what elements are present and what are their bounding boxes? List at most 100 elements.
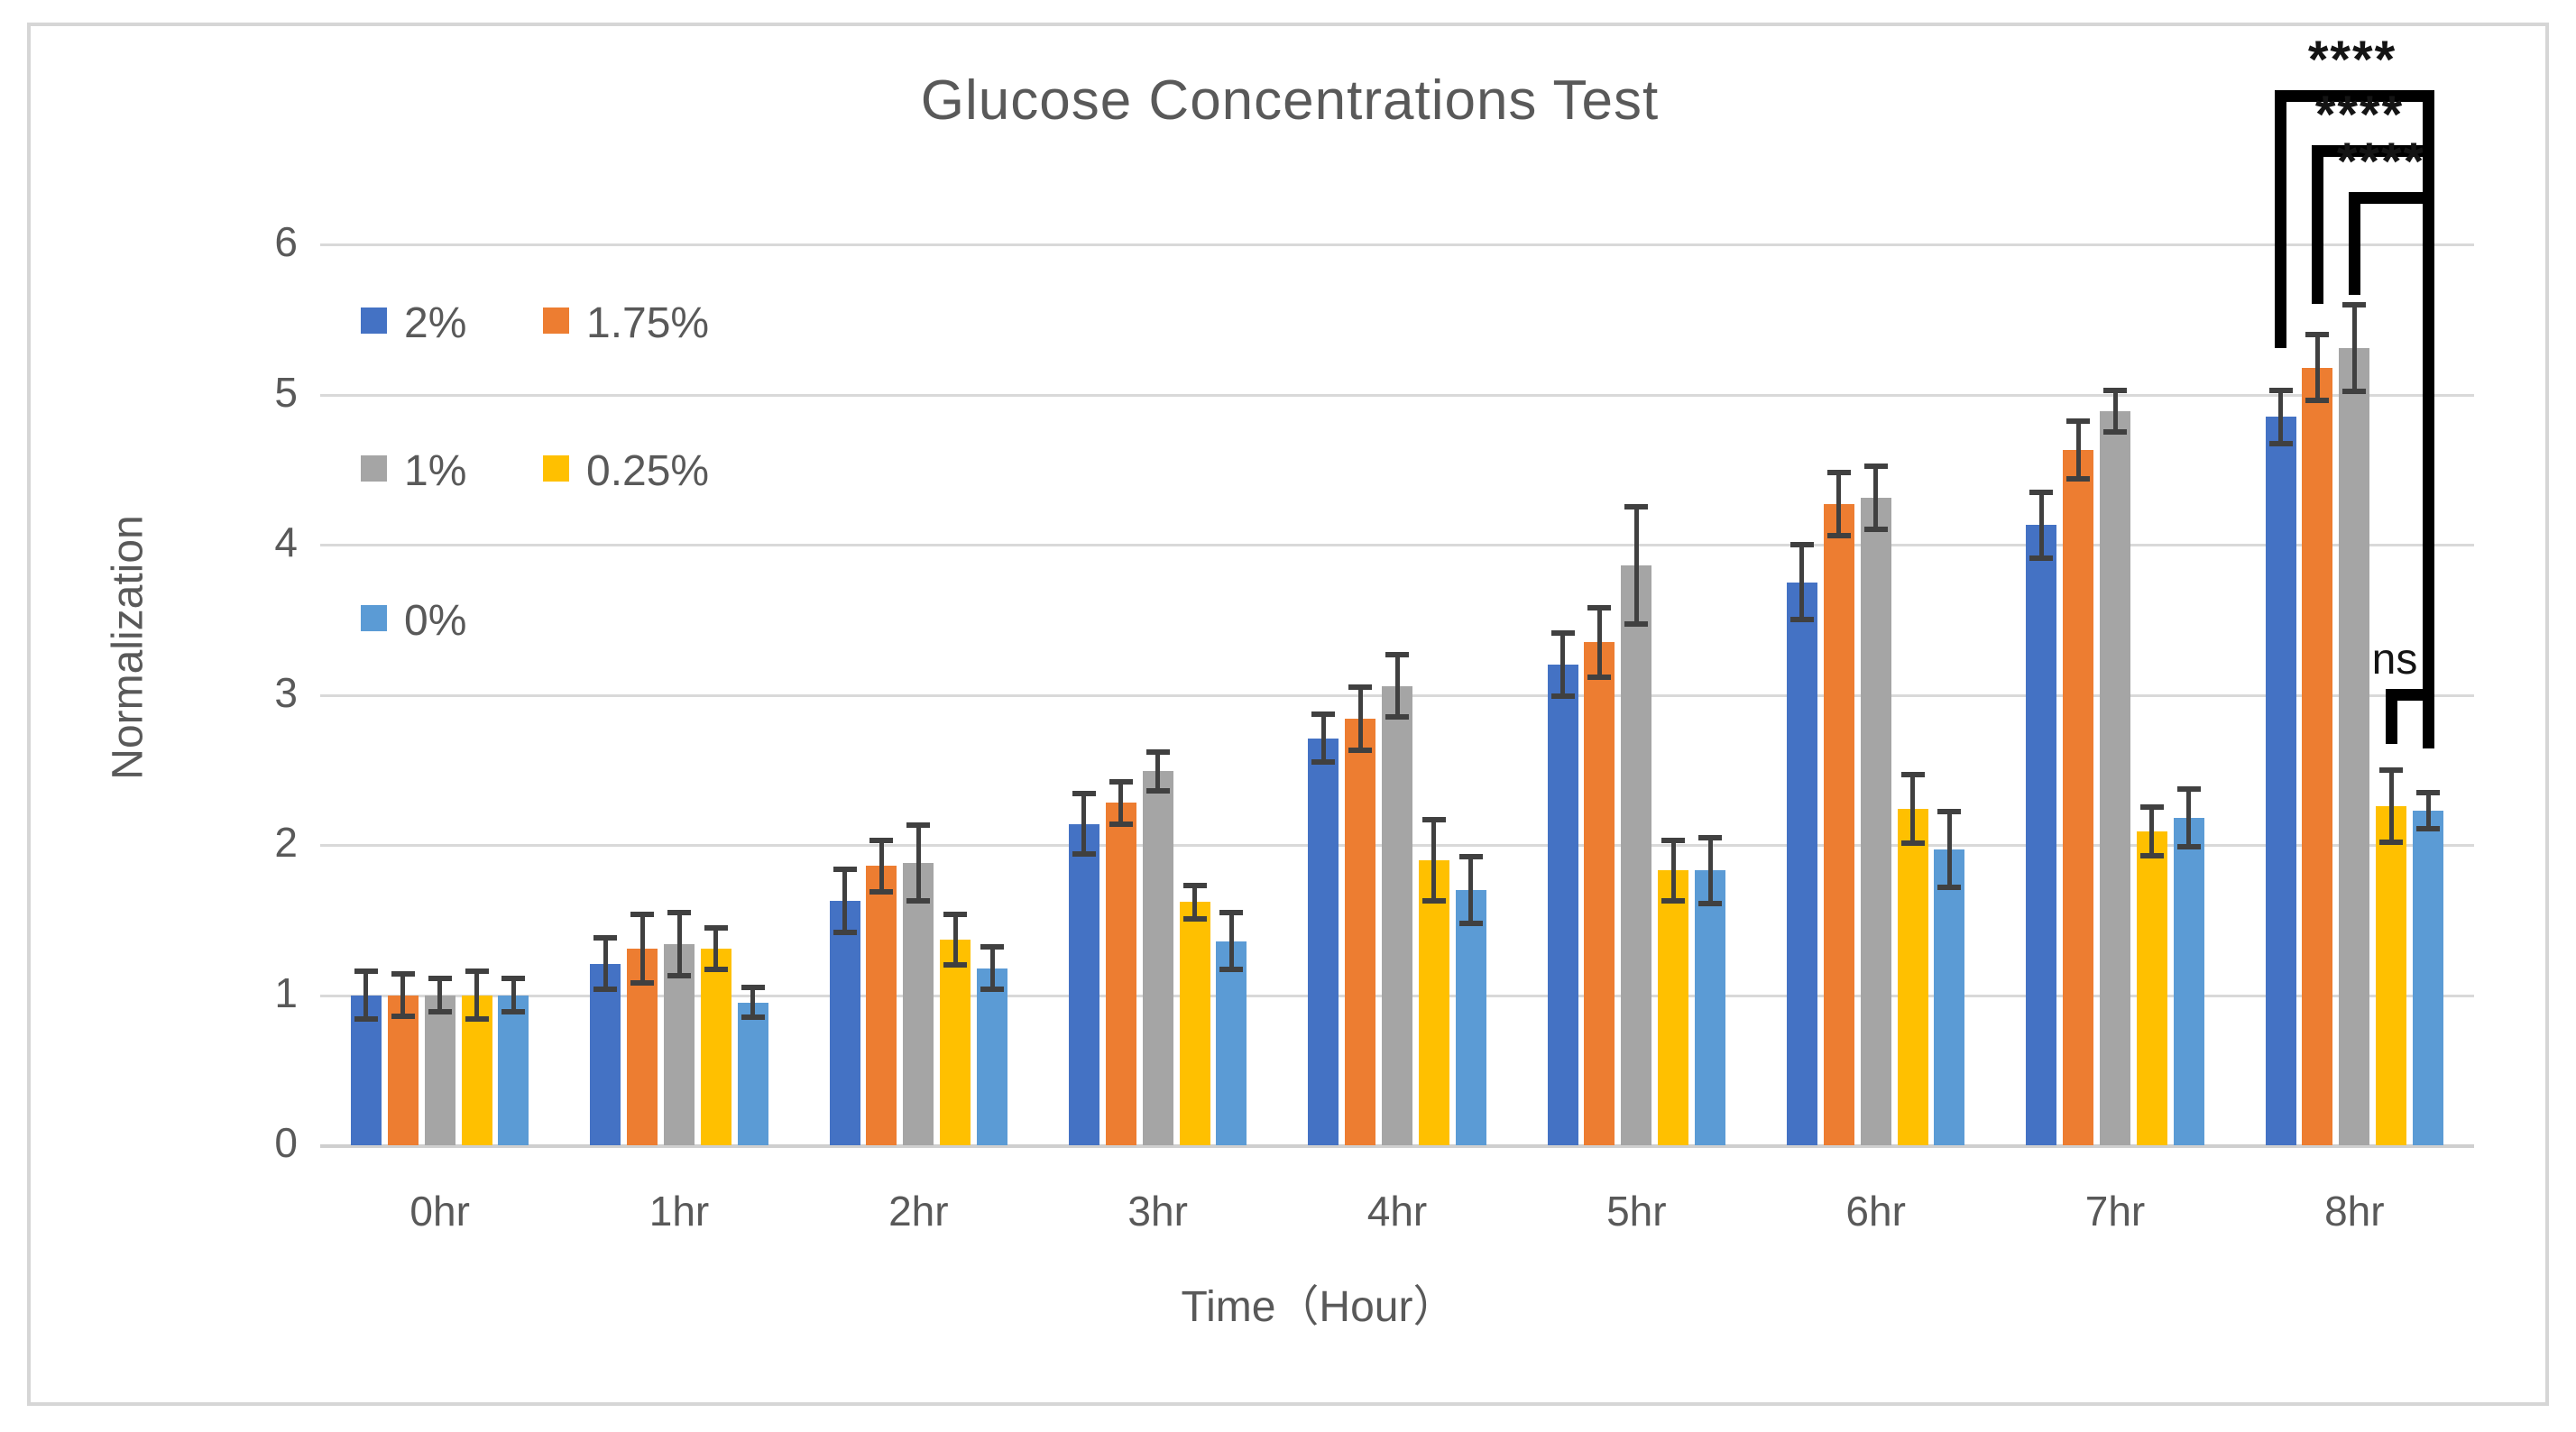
error-bar-cap-bottom (1385, 714, 1409, 721)
error-bar-stem (1320, 714, 1326, 763)
legend-swatch-0% (361, 605, 387, 631)
error-bar-stem (1596, 607, 1602, 677)
error-bar-cap-bottom (1109, 821, 1133, 827)
error-bar-cap-bottom (869, 888, 894, 895)
error-bar-stem (2425, 792, 2431, 829)
error-bar-cap-bottom (1550, 693, 1575, 700)
error-bar-cap-bottom (2066, 475, 2091, 482)
significance-label: **** (2307, 31, 2397, 89)
bar-1.75%-5hr (1584, 642, 1615, 1145)
bar-0%-2hr (977, 968, 1008, 1145)
error-bar-stem (363, 970, 369, 1020)
error-bar-cap-top (833, 866, 857, 872)
bar-1.75%-0hr (387, 995, 419, 1145)
error-bar-cap-bottom (1182, 915, 1207, 922)
x-tick-label: 6hr (1845, 1188, 1906, 1235)
error-bar-cap-bottom (1789, 617, 1814, 623)
error-bar-stem (1118, 782, 1124, 824)
error-bar-cap-bottom (1900, 840, 1925, 847)
error-bar-stem (2075, 421, 2081, 479)
error-bar-cap-top (2103, 387, 2127, 393)
bar-1%-4hr (1382, 685, 1412, 1145)
error-bar-stem (1560, 633, 1566, 697)
x-tick-label: 7hr (2084, 1188, 2146, 1235)
bar-1.75%-7hr (2063, 450, 2094, 1145)
bar-1%-8hr (2339, 347, 2370, 1145)
y-axis-title: Normalization (104, 515, 152, 780)
bar-0.25%-8hr (2376, 805, 2407, 1145)
error-bar-cap-bottom (2342, 389, 2367, 395)
bar-2%-4hr (1308, 738, 1339, 1145)
ns-label: ns (2371, 636, 2418, 684)
bar-1.75%-4hr (1345, 719, 1376, 1145)
ns-bracket-bar (2386, 689, 2434, 701)
error-bar-stem (1394, 654, 1400, 718)
bar-0%-3hr (1216, 941, 1247, 1145)
error-bar-cap-top (1863, 464, 1888, 470)
error-bar-stem (2351, 304, 2357, 392)
error-bar-cap-top (704, 924, 728, 931)
gridline (320, 544, 2474, 546)
error-bar-cap-bottom (1348, 748, 1373, 754)
error-bar-stem (2149, 807, 2155, 856)
bar-2%-6hr (1786, 582, 1817, 1145)
error-bar-stem (1670, 840, 1676, 901)
error-bar-stem (842, 868, 848, 932)
error-bar-cap-top (2305, 331, 2330, 337)
bar-0%-1hr (737, 1002, 768, 1145)
bar-1%-7hr (2100, 410, 2130, 1145)
error-bar-cap-top (1789, 542, 1814, 547)
error-bar-cap-top (943, 911, 968, 917)
bar-0.25%-4hr (1418, 859, 1449, 1145)
error-bar-stem (2112, 390, 2118, 433)
error-bar-cap-top (1182, 882, 1207, 888)
error-bar-stem (1836, 473, 1842, 536)
error-bar-cap-bottom (1624, 621, 1649, 628)
error-bar-stem (437, 978, 443, 1012)
bar-2%-5hr (1547, 665, 1578, 1145)
y-tick-label: 1 (274, 968, 298, 1016)
error-bar-stem (400, 974, 406, 1016)
error-bar-cap-bottom (1311, 759, 1336, 766)
error-bar-cap-top (980, 944, 1005, 950)
error-bar-cap-top (2379, 766, 2404, 773)
x-tick-label: 5hr (1606, 1188, 1667, 1235)
error-bar-stem (915, 825, 921, 901)
bar-1.75%-6hr (1823, 504, 1854, 1145)
error-bar-cap-top (1421, 816, 1446, 822)
error-bar-cap-top (1385, 651, 1409, 657)
gridline (320, 393, 2474, 397)
error-bar-cap-top (1219, 909, 1244, 915)
legend-label: 2% (404, 299, 467, 347)
error-bar-cap-bottom (465, 1016, 489, 1023)
error-bar-cap-top (1311, 711, 1336, 718)
error-bar-cap-top (1458, 854, 1483, 860)
bar-0%-5hr (1695, 870, 1726, 1145)
error-bar-stem (989, 947, 995, 989)
bar-2%-8hr (2265, 417, 2296, 1145)
error-bar-cap-top (2268, 387, 2293, 393)
legend-label: 0% (404, 597, 467, 645)
error-bar-cap-bottom (1458, 920, 1483, 926)
error-bar-stem (713, 927, 719, 970)
significance-bracket-main-leg (2423, 90, 2434, 748)
error-bar-cap-bottom (2103, 429, 2127, 436)
error-bar-stem (676, 912, 682, 976)
y-tick-label: 5 (274, 368, 298, 416)
error-bar-stem (1357, 687, 1363, 751)
bar-1%-6hr (1860, 498, 1891, 1145)
error-bar-cap-bottom (704, 967, 728, 973)
error-bar-stem (1946, 812, 1952, 887)
error-bar-cap-bottom (1072, 850, 1096, 857)
error-bar-cap-top (667, 909, 691, 915)
error-bar-stem (1192, 885, 1198, 919)
error-bar-stem (603, 938, 608, 989)
bar-1.75%-8hr (2302, 367, 2333, 1145)
chart-border (27, 23, 2549, 1406)
error-bar-cap-top (741, 985, 765, 991)
x-tick-label: 0hr (409, 1188, 470, 1235)
y-tick-label: 3 (274, 668, 298, 716)
error-bar-stem (1707, 837, 1713, 904)
bar-0.25%-3hr (1179, 902, 1210, 1145)
error-bar-cap-top (1937, 809, 1962, 815)
